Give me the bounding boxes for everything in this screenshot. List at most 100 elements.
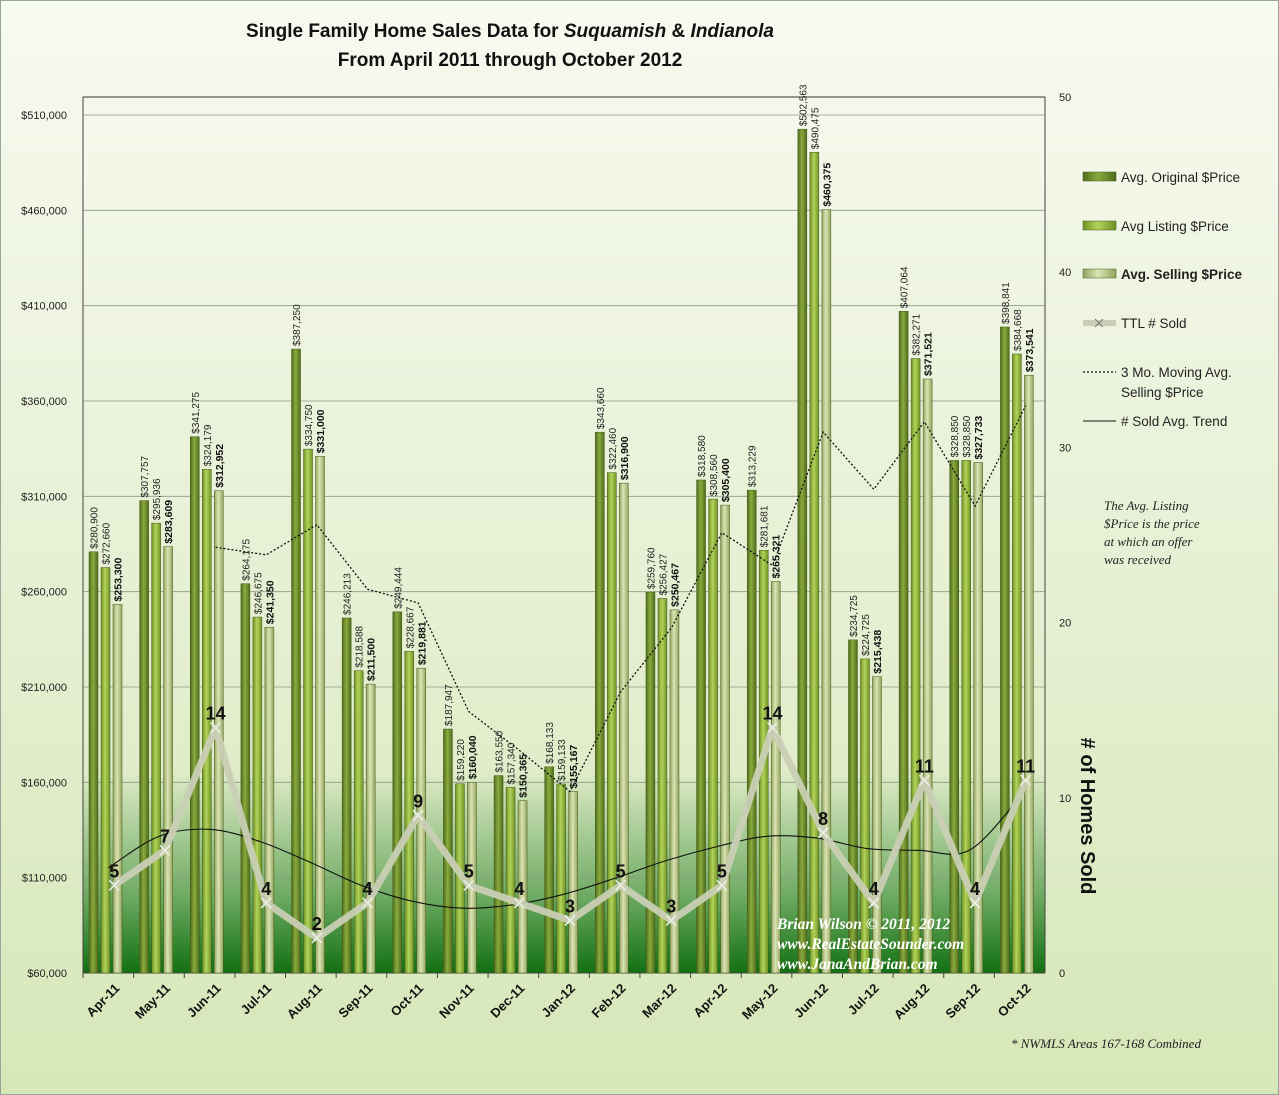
sold-count-marker: [918, 774, 930, 786]
sold-count-marker: [108, 879, 120, 891]
listing-price-bar: [961, 460, 971, 974]
right-tick-label: 0: [1059, 968, 1065, 980]
sold-count-label: 4: [261, 879, 271, 899]
x-tick-label: Dec-11: [487, 981, 527, 1021]
listing-price-label: $334,750: [304, 404, 315, 446]
right-tick-label: 50: [1059, 92, 1071, 104]
original-price-label: $249,444: [393, 567, 404, 609]
selling-price-label: $460,375: [821, 163, 833, 207]
sold-count-marker: [766, 722, 779, 734]
right-tick-label: 20: [1059, 618, 1071, 630]
sold-count-marker: [564, 914, 576, 926]
legend-sold-count-marker: [1094, 318, 1104, 328]
listing-price-bar: [809, 151, 820, 974]
legend-moving-average-label: 3 Mo. Moving Avg. Selling $Price: [1121, 365, 1232, 400]
x-tick-label: Jun-11: [184, 981, 224, 1021]
listing-price-label: $256,427: [658, 553, 669, 595]
left-tick-label: $510,000: [21, 110, 67, 122]
selling-price-bar: [264, 626, 275, 974]
x-tick-label: Mar-12: [639, 981, 679, 1021]
original-price-bar: [848, 639, 858, 974]
selling-price-bar: [112, 604, 123, 974]
selling-price-bar: [1024, 374, 1034, 974]
chart-title-line1: Single Family Home Sales Data for Suquam…: [246, 21, 774, 42]
listing-price-label: $295,936: [152, 478, 163, 520]
selling-price-bar: [163, 546, 173, 974]
original-price-label: $387,250: [292, 304, 303, 346]
sold-count-label: 14: [763, 704, 783, 724]
sold-count-label: 14: [206, 704, 226, 724]
moving-average-line: [215, 405, 1027, 793]
original-price-bar: [291, 348, 301, 974]
selling-price-label: $211,500: [366, 638, 378, 681]
sold-count-marker: [868, 897, 880, 909]
x-tick-label: Feb-12: [589, 981, 629, 1021]
original-price-label: $246,213: [343, 573, 354, 615]
selling-price-label: $150,365: [518, 754, 530, 798]
note-text: The Avg. Listing $Price is the price at …: [1104, 498, 1203, 567]
selling-price-label: $155,167: [568, 745, 580, 789]
sold-count-label: 5: [464, 861, 474, 881]
legend-sold-trend-label: # Sold Avg. Trend: [1121, 414, 1227, 429]
selling-price-label: $312,952: [214, 444, 226, 488]
left-tick-label: $60,000: [27, 968, 67, 980]
listing-price-bar: [100, 567, 111, 974]
selling-price-label: $283,609: [163, 500, 175, 544]
bars: [88, 128, 1034, 974]
listing-price-bar: [607, 472, 617, 974]
legend-listing-price-label: Avg Listing $Price: [1121, 219, 1229, 234]
sold-count-marker: [615, 879, 627, 891]
listing-price-label: $159,133: [557, 739, 568, 781]
x-tick-label: May-12: [739, 981, 781, 1023]
original-price-bar: [493, 775, 504, 974]
original-price-label: $163,550: [495, 730, 506, 772]
left-tick-label: $460,000: [21, 205, 67, 217]
selling-price-bar: [568, 791, 578, 974]
listing-price-label: $490,475: [810, 107, 821, 149]
sold-count-marker: [1020, 774, 1032, 786]
right-tick-label: 30: [1059, 442, 1071, 454]
listing-price-label: $159,220: [456, 739, 467, 781]
selling-price-label: $160,040: [467, 735, 479, 779]
sold-trend-line: [108, 797, 1021, 909]
original-price-bar: [898, 311, 909, 974]
listing-price-bar: [505, 787, 516, 974]
sold-count-marker: [210, 722, 222, 734]
right-axis-title: # of Homes Sold: [1076, 738, 1098, 895]
legend-sold-count-label: TTL # Sold: [1121, 316, 1187, 331]
original-price-bar: [88, 551, 99, 974]
sold-count-marker: [665, 914, 677, 926]
listing-price-bar: [860, 658, 870, 974]
left-tick-label: $210,000: [21, 682, 67, 694]
selling-price-bar: [821, 209, 832, 974]
legend-listing-price-swatch: [1082, 220, 1117, 231]
sold-count-marker: [159, 844, 171, 856]
selling-price-bar: [365, 683, 376, 974]
data-labels: $280,900 $307,757 $341,275 $264,175 $387,250…: [90, 84, 1036, 934]
listing-price-label: $246,675: [253, 572, 264, 614]
original-price-bar: [746, 489, 757, 974]
selling-price-label: $241,350: [264, 580, 276, 624]
original-price-bar: [696, 479, 706, 974]
listing-price-label: $384,668: [1013, 309, 1024, 351]
sold-count-marker: [463, 879, 475, 891]
listing-price-bar: [657, 598, 668, 974]
sold-count-label: 4: [514, 879, 524, 899]
selling-price-label: $371,521: [923, 332, 935, 376]
original-price-label: $341,275: [191, 392, 202, 434]
sold-count-label: 4: [869, 879, 879, 899]
sold-count-label: 4: [970, 879, 980, 899]
listing-price-bar: [303, 448, 313, 974]
listing-price-label: $218,588: [355, 625, 366, 667]
listing-price-label: $324,179: [203, 424, 214, 466]
selling-price-label: $215,438: [872, 630, 884, 674]
original-price-label: $502,563: [798, 84, 809, 126]
sold-count-label: 9: [413, 791, 423, 811]
x-tick-label: Nov-11: [436, 981, 477, 1022]
listing-price-label: $224,725: [861, 614, 872, 656]
selling-price-bar: [517, 800, 528, 974]
selling-price-label: $253,300: [113, 557, 125, 601]
original-price-label: $407,064: [900, 266, 911, 308]
x-tick-label: Apr-11: [83, 981, 122, 1020]
original-price-label: $280,900: [90, 507, 101, 549]
